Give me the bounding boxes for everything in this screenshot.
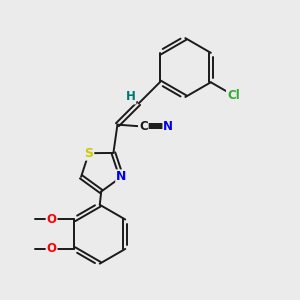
Text: Cl: Cl <box>227 89 240 102</box>
Text: C: C <box>139 120 148 133</box>
Text: N: N <box>164 120 173 133</box>
Text: S: S <box>84 147 93 160</box>
Text: N: N <box>116 170 127 183</box>
Text: H: H <box>125 91 135 103</box>
Text: O: O <box>46 213 57 226</box>
Text: O: O <box>46 242 57 255</box>
